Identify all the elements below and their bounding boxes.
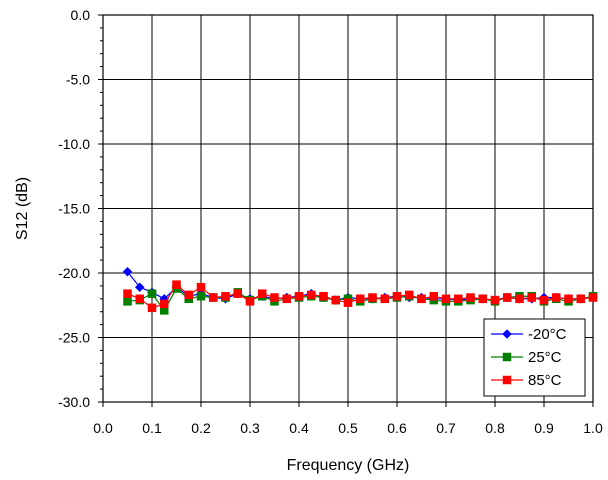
legend-label: -20°C [528, 326, 567, 343]
data-point [209, 293, 218, 302]
legend-swatch-marker [502, 352, 512, 362]
data-point [588, 293, 598, 302]
data-point [417, 294, 426, 304]
x-tick-label: 0.8 [485, 420, 505, 436]
data-point [478, 294, 487, 304]
data-point [122, 266, 133, 277]
data-point [527, 293, 536, 302]
x-tick-label: 0.0 [93, 420, 113, 436]
data-point [147, 289, 157, 298]
data-point [123, 289, 132, 298]
x-tick-label: 0.2 [191, 420, 211, 436]
legend-item: -20°C [491, 326, 567, 343]
x-tick-label: 0.7 [436, 420, 456, 436]
legend-item: 25°C [491, 349, 562, 366]
x-tick-label: 0.4 [289, 420, 309, 436]
legend-swatch-marker [502, 329, 512, 339]
series-group [122, 266, 598, 315]
y-tick-label: 0.0 [71, 7, 91, 23]
x-tick-label: 0.1 [142, 420, 162, 436]
data-point [196, 282, 206, 292]
x-tick-label: 0.6 [387, 420, 407, 436]
data-point [282, 294, 291, 304]
data-point [294, 291, 304, 301]
data-point [343, 298, 353, 307]
data-point [429, 291, 438, 301]
data-point [490, 295, 500, 305]
legend-label: 25°C [528, 349, 562, 366]
y-tick-label: -5.0 [66, 72, 90, 88]
data-point [135, 294, 144, 304]
data-point [307, 290, 316, 300]
y-tick-label: -30.0 [58, 394, 90, 410]
data-point [319, 291, 328, 301]
data-point [160, 299, 169, 309]
x-tick-label: 0.3 [240, 420, 260, 436]
data-point [221, 291, 230, 301]
data-point [405, 290, 414, 300]
data-point [441, 294, 451, 304]
data-point [466, 293, 475, 302]
data-point [539, 295, 549, 305]
y-tick-label: -20.0 [58, 265, 90, 281]
data-point [196, 291, 206, 301]
data-point [258, 289, 267, 298]
legend-label: 85°C [528, 372, 562, 389]
x-tick-label: 0.9 [534, 420, 554, 436]
y-axis-tick-labels: 0.0 -5.0 -10.0 -15.0 -20.0 -25.0 -30.0 [58, 7, 90, 410]
data-point [392, 291, 402, 301]
x-tick-label: 1.0 [583, 420, 603, 436]
data-point [552, 293, 561, 302]
data-point [564, 294, 573, 304]
data-point [503, 293, 512, 302]
y-tick-label: -25.0 [58, 330, 90, 346]
legend: -20°C 25°C 85°C [483, 318, 586, 397]
data-point [576, 294, 585, 304]
data-point [147, 303, 157, 313]
legend-swatch-marker [502, 375, 512, 385]
y-tick-label: -15.0 [58, 201, 90, 217]
data-point [454, 294, 463, 304]
data-point [331, 295, 340, 305]
data-point [270, 293, 279, 302]
legend-item: 85°C [491, 372, 562, 389]
data-point [233, 289, 242, 298]
data-point [368, 293, 377, 302]
y-tick-label: -10.0 [58, 136, 90, 152]
series-2 [123, 280, 598, 313]
data-point [515, 294, 524, 304]
data-point [245, 297, 255, 306]
y-axis-title: S12 (dB) [14, 177, 31, 240]
data-point [380, 294, 389, 304]
x-axis-title: Frequency (GHz) [287, 457, 410, 474]
y-axis-minor-ticks [98, 14, 594, 407]
data-point [172, 280, 181, 289]
data-point [123, 297, 132, 306]
data-point [134, 282, 145, 293]
data-point [356, 294, 365, 304]
x-tick-label: 0.5 [338, 420, 358, 436]
x-axis-tick-labels: 0.0 0.1 0.2 0.3 0.4 0.5 0.6 0.7 0.8 0.9 1.0 [93, 420, 603, 436]
data-point [184, 290, 193, 300]
